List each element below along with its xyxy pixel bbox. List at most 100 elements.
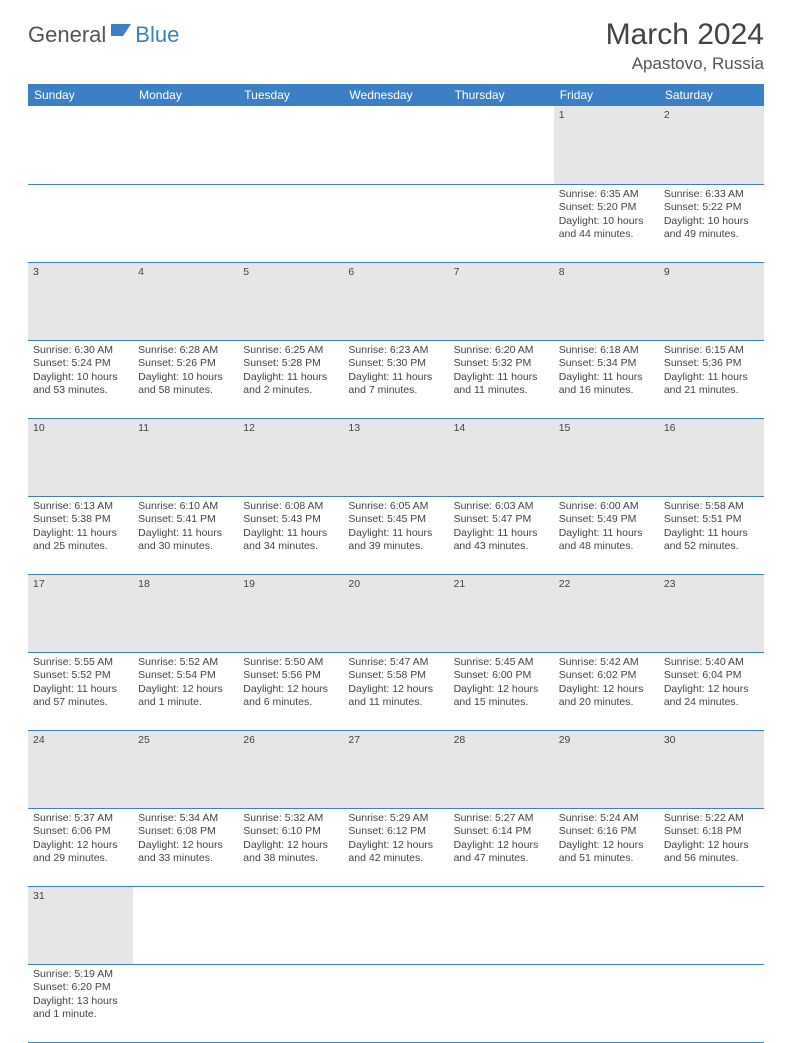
sunset-text: Sunset: 6:20 PM (33, 981, 128, 995)
day-details: Sunrise: 6:15 AMSunset: 5:36 PMDaylight:… (664, 344, 759, 399)
header: General Blue March 2024 Apastovo, Russia (28, 18, 764, 74)
sunset-text: Sunset: 5:51 PM (664, 513, 759, 527)
sunrise-text: Sunrise: 6:10 AM (138, 500, 233, 514)
day-details: Sunrise: 5:40 AMSunset: 6:04 PMDaylight:… (664, 656, 759, 711)
sunset-text: Sunset: 5:47 PM (454, 513, 549, 527)
sunrise-text: Sunrise: 6:28 AM (138, 344, 233, 358)
sunset-text: Sunset: 6:08 PM (138, 825, 233, 839)
sunset-text: Sunset: 6:18 PM (664, 825, 759, 839)
sunrise-text: Sunrise: 5:34 AM (138, 812, 233, 826)
day-content-cell: Sunrise: 5:52 AMSunset: 5:54 PMDaylight:… (133, 652, 238, 730)
sunset-text: Sunset: 5:26 PM (138, 357, 233, 371)
day-number-cell: 18 (133, 574, 238, 652)
sunrise-text: Sunrise: 6:05 AM (348, 500, 443, 514)
day-number-cell (238, 106, 343, 184)
daylight-text: Daylight: 11 hours and 48 minutes. (559, 527, 654, 554)
location: Apastovo, Russia (606, 54, 764, 74)
day-details: Sunrise: 5:32 AMSunset: 6:10 PMDaylight:… (243, 812, 338, 867)
day-content-cell: Sunrise: 6:23 AMSunset: 5:30 PMDaylight:… (343, 340, 448, 418)
day-number-cell: 25 (133, 730, 238, 808)
day-content-cell (449, 184, 554, 262)
sunset-text: Sunset: 5:49 PM (559, 513, 654, 527)
logo-text-2: Blue (135, 22, 179, 48)
day-number-cell: 9 (659, 262, 764, 340)
daylight-text: Daylight: 12 hours and 38 minutes. (243, 839, 338, 866)
sunrise-text: Sunrise: 5:47 AM (348, 656, 443, 670)
day-details: Sunrise: 5:47 AMSunset: 5:58 PMDaylight:… (348, 656, 443, 711)
sunrise-text: Sunrise: 6:13 AM (33, 500, 128, 514)
day-number-cell: 10 (28, 418, 133, 496)
logo-flag-icon (111, 18, 133, 44)
day-content-cell: Sunrise: 6:33 AMSunset: 5:22 PMDaylight:… (659, 184, 764, 262)
sunrise-text: Sunrise: 6:08 AM (243, 500, 338, 514)
day-details: Sunrise: 6:20 AMSunset: 5:32 PMDaylight:… (454, 344, 549, 399)
day-content-cell (659, 964, 764, 1042)
daylight-text: Daylight: 10 hours and 49 minutes. (664, 215, 759, 242)
sunrise-text: Sunrise: 5:19 AM (33, 968, 128, 982)
daylight-text: Daylight: 11 hours and 43 minutes. (454, 527, 549, 554)
day-content-cell: Sunrise: 5:29 AMSunset: 6:12 PMDaylight:… (343, 808, 448, 886)
day-content-cell: Sunrise: 6:28 AMSunset: 5:26 PMDaylight:… (133, 340, 238, 418)
day-content-cell: Sunrise: 6:20 AMSunset: 5:32 PMDaylight:… (449, 340, 554, 418)
sunrise-text: Sunrise: 5:29 AM (348, 812, 443, 826)
day-number-cell (133, 106, 238, 184)
day-details: Sunrise: 5:52 AMSunset: 5:54 PMDaylight:… (138, 656, 233, 711)
sunset-text: Sunset: 5:52 PM (33, 669, 128, 683)
daynum-row: 17181920212223 (28, 574, 764, 652)
daylight-text: Daylight: 11 hours and 11 minutes. (454, 371, 549, 398)
day-details: Sunrise: 6:28 AMSunset: 5:26 PMDaylight:… (138, 344, 233, 399)
day-number-cell: 27 (343, 730, 448, 808)
day-content-cell (133, 964, 238, 1042)
day-content-cell: Sunrise: 6:00 AMSunset: 5:49 PMDaylight:… (554, 496, 659, 574)
day-content-cell: Sunrise: 5:34 AMSunset: 6:08 PMDaylight:… (133, 808, 238, 886)
sunset-text: Sunset: 5:22 PM (664, 201, 759, 215)
day-details: Sunrise: 5:37 AMSunset: 6:06 PMDaylight:… (33, 812, 128, 867)
sunset-text: Sunset: 5:38 PM (33, 513, 128, 527)
day-details: Sunrise: 6:30 AMSunset: 5:24 PMDaylight:… (33, 344, 128, 399)
day-details: Sunrise: 6:18 AMSunset: 5:34 PMDaylight:… (559, 344, 654, 399)
sunset-text: Sunset: 5:36 PM (664, 357, 759, 371)
day-number-cell: 14 (449, 418, 554, 496)
day-details: Sunrise: 5:29 AMSunset: 6:12 PMDaylight:… (348, 812, 443, 867)
daynum-row: 3456789 (28, 262, 764, 340)
day-number-cell: 15 (554, 418, 659, 496)
daynum-row: 12 (28, 106, 764, 184)
day-details: Sunrise: 5:34 AMSunset: 6:08 PMDaylight:… (138, 812, 233, 867)
day-content-row: Sunrise: 5:37 AMSunset: 6:06 PMDaylight:… (28, 808, 764, 886)
day-content-cell: Sunrise: 6:08 AMSunset: 5:43 PMDaylight:… (238, 496, 343, 574)
sunrise-text: Sunrise: 6:03 AM (454, 500, 549, 514)
daylight-text: Daylight: 12 hours and 6 minutes. (243, 683, 338, 710)
day-number-cell (133, 886, 238, 964)
daylight-text: Daylight: 12 hours and 15 minutes. (454, 683, 549, 710)
day-number-cell: 13 (343, 418, 448, 496)
daylight-text: Daylight: 12 hours and 1 minute. (138, 683, 233, 710)
day-content-cell: Sunrise: 5:42 AMSunset: 6:02 PMDaylight:… (554, 652, 659, 730)
day-number-cell (449, 106, 554, 184)
day-number-cell: 28 (449, 730, 554, 808)
daylight-text: Daylight: 11 hours and 2 minutes. (243, 371, 338, 398)
day-number-cell (238, 886, 343, 964)
day-details: Sunrise: 5:58 AMSunset: 5:51 PMDaylight:… (664, 500, 759, 555)
daylight-text: Daylight: 11 hours and 30 minutes. (138, 527, 233, 554)
sunset-text: Sunset: 5:58 PM (348, 669, 443, 683)
weekday-header: Thursday (449, 84, 554, 106)
day-number-cell: 5 (238, 262, 343, 340)
day-details: Sunrise: 6:33 AMSunset: 5:22 PMDaylight:… (664, 188, 759, 243)
sunset-text: Sunset: 5:41 PM (138, 513, 233, 527)
daylight-text: Daylight: 12 hours and 33 minutes. (138, 839, 233, 866)
daylight-text: Daylight: 10 hours and 58 minutes. (138, 371, 233, 398)
day-details: Sunrise: 6:10 AMSunset: 5:41 PMDaylight:… (138, 500, 233, 555)
sunrise-text: Sunrise: 6:23 AM (348, 344, 443, 358)
sunset-text: Sunset: 6:00 PM (454, 669, 549, 683)
calendar-body: 12Sunrise: 6:35 AMSunset: 5:20 PMDayligh… (28, 106, 764, 1042)
calendar-table: SundayMondayTuesdayWednesdayThursdayFrid… (28, 84, 764, 1043)
day-content-cell: Sunrise: 5:24 AMSunset: 6:16 PMDaylight:… (554, 808, 659, 886)
day-details: Sunrise: 5:24 AMSunset: 6:16 PMDaylight:… (559, 812, 654, 867)
weekday-header: Sunday (28, 84, 133, 106)
sunrise-text: Sunrise: 5:40 AM (664, 656, 759, 670)
weekday-header: Tuesday (238, 84, 343, 106)
day-number-cell (659, 886, 764, 964)
logo-text-1: General (28, 22, 106, 48)
day-content-cell (343, 184, 448, 262)
day-content-cell: Sunrise: 5:58 AMSunset: 5:51 PMDaylight:… (659, 496, 764, 574)
